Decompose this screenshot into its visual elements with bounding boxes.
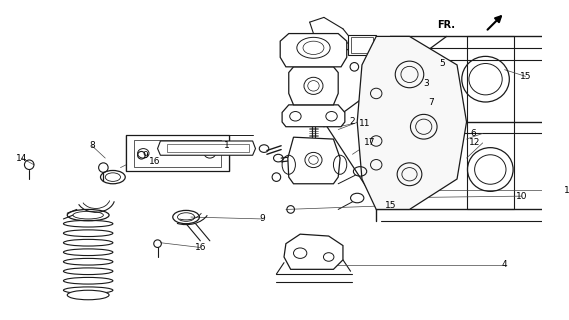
Polygon shape (158, 141, 255, 155)
Polygon shape (288, 137, 340, 184)
Text: 14: 14 (16, 154, 27, 163)
Text: 5: 5 (439, 59, 445, 68)
Text: 4: 4 (502, 260, 508, 269)
Text: 17: 17 (364, 138, 376, 148)
Text: 8: 8 (89, 141, 95, 150)
Bar (126, 135, 229, 172)
Bar (167, 144, 249, 152)
Polygon shape (357, 36, 467, 209)
Text: 3: 3 (423, 79, 428, 88)
Polygon shape (282, 105, 345, 127)
Text: 16: 16 (149, 157, 160, 166)
Bar (348, 35, 376, 55)
Text: 15: 15 (385, 201, 396, 210)
Bar (134, 140, 221, 167)
Text: 11: 11 (359, 119, 370, 128)
Text: 2: 2 (349, 117, 355, 126)
Ellipse shape (67, 290, 109, 300)
Polygon shape (284, 234, 343, 269)
Text: 12: 12 (468, 138, 480, 148)
Text: 6: 6 (471, 129, 476, 138)
Polygon shape (280, 34, 347, 67)
Bar (351, 37, 373, 52)
Text: FR.: FR. (436, 20, 455, 30)
Text: 16: 16 (195, 243, 206, 252)
Text: 9: 9 (142, 151, 148, 160)
Text: 13: 13 (563, 186, 569, 195)
Text: 10: 10 (516, 192, 527, 201)
Polygon shape (288, 67, 338, 105)
Text: 9: 9 (259, 214, 265, 223)
Text: 7: 7 (428, 99, 434, 108)
Text: 1: 1 (224, 141, 230, 150)
Text: 15: 15 (519, 72, 531, 81)
